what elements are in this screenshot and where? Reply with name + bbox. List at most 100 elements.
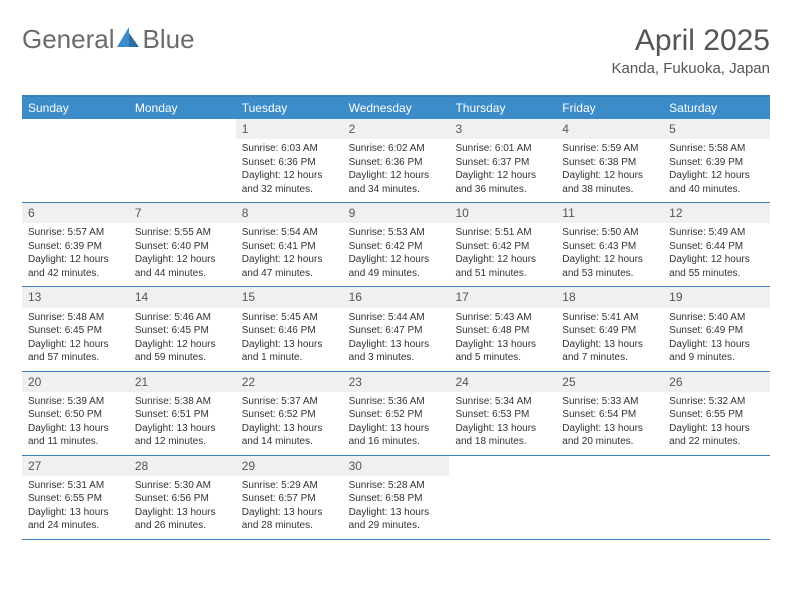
- day-number: 3: [449, 119, 556, 139]
- daylight2-text: and 40 minutes.: [669, 183, 764, 197]
- weekday-header: Sunday: [22, 97, 129, 119]
- sunrise-text: Sunrise: 5:50 AM: [562, 226, 657, 240]
- day-number: 26: [663, 372, 770, 392]
- day-cell: 1Sunrise: 6:03 AMSunset: 6:36 PMDaylight…: [236, 119, 343, 202]
- weekday-header: Thursday: [449, 97, 556, 119]
- day-body: Sunrise: 5:37 AMSunset: 6:52 PMDaylight:…: [236, 392, 343, 455]
- day-number: 20: [22, 372, 129, 392]
- header: General Blue April 2025 Kanda, Fukuoka, …: [22, 24, 770, 77]
- day-cell: 3Sunrise: 6:01 AMSunset: 6:37 PMDaylight…: [449, 119, 556, 202]
- day-body: Sunrise: 5:54 AMSunset: 6:41 PMDaylight:…: [236, 223, 343, 286]
- day-number: 25: [556, 372, 663, 392]
- day-body: Sunrise: 5:55 AMSunset: 6:40 PMDaylight:…: [129, 223, 236, 286]
- sail-icon: [115, 25, 141, 54]
- daylight2-text: and 24 minutes.: [28, 519, 123, 533]
- day-body: Sunrise: 5:38 AMSunset: 6:51 PMDaylight:…: [129, 392, 236, 455]
- daylight2-text: and 9 minutes.: [669, 351, 764, 365]
- daylight2-text: and 51 minutes.: [455, 267, 550, 281]
- daylight2-text: and 12 minutes.: [135, 435, 230, 449]
- day-cell: 30Sunrise: 5:28 AMSunset: 6:58 PMDayligh…: [343, 456, 450, 539]
- day-cell: 27Sunrise: 5:31 AMSunset: 6:55 PMDayligh…: [22, 456, 129, 539]
- weekday-header: Wednesday: [343, 97, 450, 119]
- sunset-text: Sunset: 6:45 PM: [28, 324, 123, 338]
- sunset-text: Sunset: 6:55 PM: [669, 408, 764, 422]
- sunset-text: Sunset: 6:37 PM: [455, 156, 550, 170]
- day-body: Sunrise: 5:43 AMSunset: 6:48 PMDaylight:…: [449, 308, 556, 371]
- day-number: 16: [343, 287, 450, 307]
- daylight2-text: and 5 minutes.: [455, 351, 550, 365]
- sunrise-text: Sunrise: 5:29 AM: [242, 479, 337, 493]
- day-number: 28: [129, 456, 236, 476]
- brand-name-left: General: [22, 24, 115, 55]
- day-number: 2: [343, 119, 450, 139]
- sunrise-text: Sunrise: 5:36 AM: [349, 395, 444, 409]
- sunset-text: Sunset: 6:36 PM: [349, 156, 444, 170]
- daylight1-text: Daylight: 13 hours: [669, 338, 764, 352]
- day-number: 29: [236, 456, 343, 476]
- day-number: 27: [22, 456, 129, 476]
- daylight2-text: and 34 minutes.: [349, 183, 444, 197]
- sunset-text: Sunset: 6:58 PM: [349, 492, 444, 506]
- sunrise-text: Sunrise: 5:30 AM: [135, 479, 230, 493]
- sunset-text: Sunset: 6:50 PM: [28, 408, 123, 422]
- day-body: Sunrise: 5:34 AMSunset: 6:53 PMDaylight:…: [449, 392, 556, 455]
- sunrise-text: Sunrise: 5:34 AM: [455, 395, 550, 409]
- calendar: Sunday Monday Tuesday Wednesday Thursday…: [22, 95, 770, 540]
- week-row: 6Sunrise: 5:57 AMSunset: 6:39 PMDaylight…: [22, 203, 770, 287]
- daylight1-text: Daylight: 13 hours: [562, 422, 657, 436]
- sunrise-text: Sunrise: 5:45 AM: [242, 311, 337, 325]
- daylight1-text: Daylight: 12 hours: [242, 253, 337, 267]
- sunset-text: Sunset: 6:40 PM: [135, 240, 230, 254]
- day-cell: 22Sunrise: 5:37 AMSunset: 6:52 PMDayligh…: [236, 372, 343, 455]
- sunset-text: Sunset: 6:43 PM: [562, 240, 657, 254]
- sunrise-text: Sunrise: 5:31 AM: [28, 479, 123, 493]
- day-cell: 5Sunrise: 5:58 AMSunset: 6:39 PMDaylight…: [663, 119, 770, 202]
- daylight1-text: Daylight: 12 hours: [242, 169, 337, 183]
- sunrise-text: Sunrise: 5:28 AM: [349, 479, 444, 493]
- day-number: 22: [236, 372, 343, 392]
- daylight1-text: Daylight: 13 hours: [242, 338, 337, 352]
- location-text: Kanda, Fukuoka, Japan: [612, 60, 770, 77]
- daylight2-text: and 11 minutes.: [28, 435, 123, 449]
- sunrise-text: Sunrise: 5:57 AM: [28, 226, 123, 240]
- sunrise-text: Sunrise: 5:49 AM: [669, 226, 764, 240]
- daylight2-text: and 59 minutes.: [135, 351, 230, 365]
- daylight1-text: Daylight: 13 hours: [455, 338, 550, 352]
- sunrise-text: Sunrise: 5:58 AM: [669, 142, 764, 156]
- daylight2-text: and 20 minutes.: [562, 435, 657, 449]
- day-number: 8: [236, 203, 343, 223]
- day-body: Sunrise: 5:31 AMSunset: 6:55 PMDaylight:…: [22, 476, 129, 539]
- daylight1-text: Daylight: 12 hours: [562, 253, 657, 267]
- day-cell: 26Sunrise: 5:32 AMSunset: 6:55 PMDayligh…: [663, 372, 770, 455]
- sunrise-text: Sunrise: 6:01 AM: [455, 142, 550, 156]
- day-body: Sunrise: 6:01 AMSunset: 6:37 PMDaylight:…: [449, 139, 556, 202]
- day-number: 7: [129, 203, 236, 223]
- day-number: 30: [343, 456, 450, 476]
- day-body: Sunrise: 5:49 AMSunset: 6:44 PMDaylight:…: [663, 223, 770, 286]
- brand-name-right: Blue: [143, 24, 195, 55]
- weekday-header: Tuesday: [236, 97, 343, 119]
- day-cell: 6Sunrise: 5:57 AMSunset: 6:39 PMDaylight…: [22, 203, 129, 286]
- day-body: Sunrise: 5:32 AMSunset: 6:55 PMDaylight:…: [663, 392, 770, 455]
- sunrise-text: Sunrise: 5:51 AM: [455, 226, 550, 240]
- day-number: 9: [343, 203, 450, 223]
- sunset-text: Sunset: 6:39 PM: [669, 156, 764, 170]
- day-number: 1: [236, 119, 343, 139]
- daylight2-text: and 18 minutes.: [455, 435, 550, 449]
- sunset-text: Sunset: 6:47 PM: [349, 324, 444, 338]
- weekday-header: Monday: [129, 97, 236, 119]
- sunrise-text: Sunrise: 5:39 AM: [28, 395, 123, 409]
- day-cell: 25Sunrise: 5:33 AMSunset: 6:54 PMDayligh…: [556, 372, 663, 455]
- sunset-text: Sunset: 6:42 PM: [455, 240, 550, 254]
- daylight1-text: Daylight: 12 hours: [669, 169, 764, 183]
- sunrise-text: Sunrise: 5:37 AM: [242, 395, 337, 409]
- day-cell: 8Sunrise: 5:54 AMSunset: 6:41 PMDaylight…: [236, 203, 343, 286]
- sunrise-text: Sunrise: 6:03 AM: [242, 142, 337, 156]
- day-number: 6: [22, 203, 129, 223]
- daylight1-text: Daylight: 12 hours: [135, 338, 230, 352]
- daylight2-text: and 38 minutes.: [562, 183, 657, 197]
- daylight1-text: Daylight: 13 hours: [349, 422, 444, 436]
- daylight2-text: and 32 minutes.: [242, 183, 337, 197]
- day-cell: 7Sunrise: 5:55 AMSunset: 6:40 PMDaylight…: [129, 203, 236, 286]
- daylight2-text: and 29 minutes.: [349, 519, 444, 533]
